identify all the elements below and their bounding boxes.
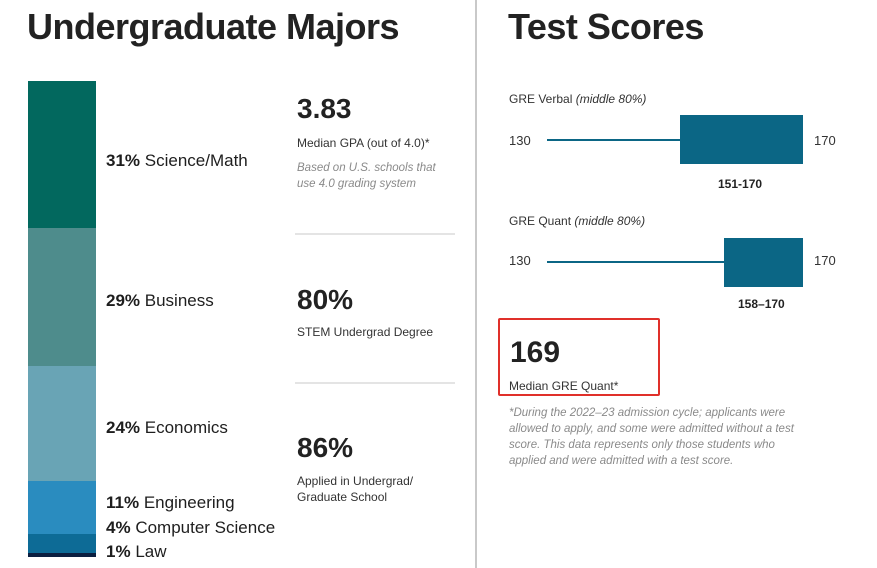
- name-law: Law: [135, 542, 167, 561]
- gre-quant-title-main: GRE Quant: [509, 214, 572, 228]
- gre-verbal-title-qualifier: (middle 80%): [575, 92, 647, 106]
- applied-value: 86%: [297, 432, 354, 463]
- segment-business: [28, 228, 96, 366]
- pct-computer-science: 4%: [106, 518, 131, 537]
- median-quant-label: Median GRE Quant*: [509, 379, 619, 393]
- segment-computer-science: [28, 534, 96, 553]
- name-business: Business: [144, 291, 214, 310]
- label-computer-science: 4% Computer Science: [106, 518, 275, 538]
- segment-science-math: [28, 81, 96, 228]
- pct-business: 29%: [106, 291, 141, 310]
- footnote: *During the 2022–23 admission cycle; app…: [509, 407, 794, 467]
- label-law: 1% Law: [106, 542, 167, 562]
- gpa-note: Based on U.S. schools that use 4.0 gradi…: [297, 162, 436, 190]
- applied-label: Applied in Undergrad/ Graduate School: [297, 474, 414, 504]
- label-economics: 24% Economics: [106, 418, 228, 438]
- stem-value: 80%: [297, 284, 354, 315]
- stats-divider-1: [295, 233, 455, 235]
- gre-quant-min: 130: [509, 253, 531, 268]
- label-engineering: 11% Engineering: [106, 493, 235, 513]
- segment-economics: [28, 366, 96, 481]
- gre-verbal-title-main: GRE Verbal: [509, 92, 573, 106]
- gre-quant-title: GRE Quant (middle 80%): [509, 214, 645, 228]
- gre-verbal-range-label: 151-170: [718, 177, 763, 191]
- gre-verbal-max: 170: [814, 133, 836, 148]
- majors-title: Undergraduate Majors: [27, 6, 400, 47]
- gre-quant-range-bar: [724, 238, 803, 287]
- pct-engineering: 11%: [106, 493, 140, 512]
- segment-engineering: [28, 481, 96, 534]
- gre-quant-max: 170: [814, 253, 836, 268]
- pct-economics: 24%: [106, 418, 141, 437]
- gre-quant-title-qualifier: (middle 80%): [574, 214, 646, 228]
- test-scores-title: Test Scores: [508, 6, 704, 47]
- gre-verbal-axis-line: [547, 139, 680, 141]
- pct-science-math: 31%: [106, 151, 141, 170]
- label-science-math: 31% Science/Math: [106, 151, 248, 171]
- stats-divider-2: [295, 382, 455, 384]
- pct-law: 1%: [106, 542, 131, 561]
- median-quant-value: 169: [510, 336, 561, 369]
- gre-verbal-title: GRE Verbal (middle 80%): [509, 92, 646, 106]
- gpa-label: Median GPA (out of 4.0)*: [297, 136, 430, 150]
- median-quant-highlight-box: [498, 318, 660, 396]
- gre-verbal-min: 130: [509, 133, 531, 148]
- segment-law: [28, 553, 96, 557]
- gpa-value: 3.83: [297, 93, 352, 124]
- column-divider: [475, 0, 477, 568]
- name-science-math: Science/Math: [144, 151, 248, 170]
- label-business: 29% Business: [106, 291, 214, 311]
- gre-verbal-range-bar: [680, 115, 803, 164]
- name-engineering: Engineering: [143, 493, 235, 512]
- stem-label: STEM Undergrad Degree: [297, 325, 434, 339]
- gre-quant-axis-line: [547, 261, 724, 263]
- name-computer-science: Computer Science: [135, 518, 276, 537]
- gre-quant-range-label: 158–170: [738, 297, 785, 311]
- name-economics: Economics: [144, 418, 228, 437]
